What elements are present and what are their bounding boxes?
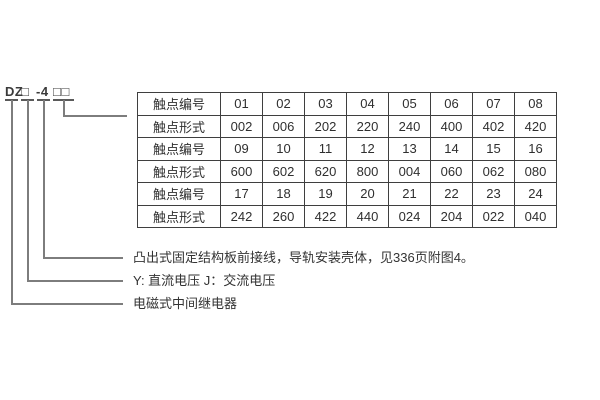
table-cell: 19 (304, 182, 347, 206)
table-cell: 08 (514, 92, 557, 116)
table-row: 触点编号 09 10 11 12 13 14 15 16 (137, 137, 557, 161)
annotation-relay-type: 电磁式中间继电器 (133, 296, 238, 311)
annotation-mounting: 凸出式固定结构板前接线，导轨安装壳体，见336页附图4。 (133, 250, 474, 265)
table-cell: 040 (514, 204, 557, 228)
table-row: 触点编号 01 02 03 04 05 06 07 08 (137, 92, 557, 116)
table-cell: 062 (472, 159, 515, 183)
table-cell: 01 (220, 92, 263, 116)
table-cell: 07 (472, 92, 515, 116)
table-cell: 620 (304, 159, 347, 183)
table-cell: 400 (430, 114, 473, 138)
table-cell: 02 (262, 92, 305, 116)
contact-table-body: 触点编号 01 02 03 04 05 06 07 08 触点形式 002 006 202 220 240 4… (137, 92, 557, 228)
model-middle: -4 (36, 84, 49, 99)
table-cell: 422 (304, 204, 347, 228)
table-cell: 602 (262, 159, 305, 183)
table-cell: 03 (304, 92, 347, 116)
annotation-voltage: Y: 直流电压 J：交流电压 (133, 273, 276, 288)
connector-mounting-vertical (43, 100, 45, 258)
table-cell: 17 (220, 182, 263, 206)
table-cell: 004 (388, 159, 431, 183)
connector-contact-horizontal (63, 115, 127, 117)
table-cell: 06 (430, 92, 473, 116)
contact-table: 触点编号 01 02 03 04 05 06 07 08 触点形式 002 006 202 220 240 4… (137, 92, 557, 228)
table-cell: 402 (472, 114, 515, 138)
table-cell: 002 (220, 114, 263, 138)
table-cell: 080 (514, 159, 557, 183)
row-header-cell: 触点形式 (137, 114, 221, 138)
table-cell: 800 (346, 159, 389, 183)
table-cell: 05 (388, 92, 431, 116)
table-cell: 006 (262, 114, 305, 138)
table-cell: 024 (388, 204, 431, 228)
connector-mounting-horizontal (43, 257, 123, 259)
table-cell: 10 (262, 137, 305, 161)
table-cell: 23 (472, 182, 515, 206)
table-cell: 13 (388, 137, 431, 161)
table-cell: 260 (262, 204, 305, 228)
model-voltage-box: □ (21, 84, 30, 99)
table-row: 触点形式 002 006 202 220 240 400 402 420 (137, 114, 557, 138)
connector-voltage-vertical (27, 100, 29, 281)
table-cell: 16 (514, 137, 557, 161)
row-header-cell: 触点形式 (137, 159, 221, 183)
table-cell: 242 (220, 204, 263, 228)
model-prefix: DZ (5, 84, 24, 99)
table-cell: 022 (472, 204, 515, 228)
table-cell: 04 (346, 92, 389, 116)
table-cell: 600 (220, 159, 263, 183)
connector-relay-vertical (11, 100, 13, 304)
table-cell: 14 (430, 137, 473, 161)
table-cell: 09 (220, 137, 263, 161)
table-cell: 240 (388, 114, 431, 138)
table-cell: 22 (430, 182, 473, 206)
table-cell: 440 (346, 204, 389, 228)
table-row: 触点形式 600 602 620 800 004 060 062 080 (137, 159, 557, 183)
table-cell: 21 (388, 182, 431, 206)
table-cell: 204 (430, 204, 473, 228)
table-cell: 420 (514, 114, 557, 138)
table-cell: 12 (346, 137, 389, 161)
connector-contact-vertical (63, 100, 65, 116)
model-contact-boxes: □□ (53, 84, 70, 99)
table-cell: 11 (304, 137, 347, 161)
table-cell: 15 (472, 137, 515, 161)
table-cell: 060 (430, 159, 473, 183)
row-header-cell: 触点编号 (137, 137, 221, 161)
table-cell: 24 (514, 182, 557, 206)
row-header-cell: 触点编号 (137, 182, 221, 206)
table-row: 触点编号 17 18 19 20 21 22 23 24 (137, 182, 557, 206)
table-row: 触点形式 242 260 422 440 024 204 022 040 (137, 204, 557, 228)
table-cell: 20 (346, 182, 389, 206)
connector-relay-horizontal (11, 303, 123, 305)
row-header-cell: 触点形式 (137, 204, 221, 228)
connector-voltage-horizontal (27, 280, 123, 282)
row-header-cell: 触点编号 (137, 92, 221, 116)
table-cell: 18 (262, 182, 305, 206)
table-cell: 202 (304, 114, 347, 138)
table-cell: 220 (346, 114, 389, 138)
